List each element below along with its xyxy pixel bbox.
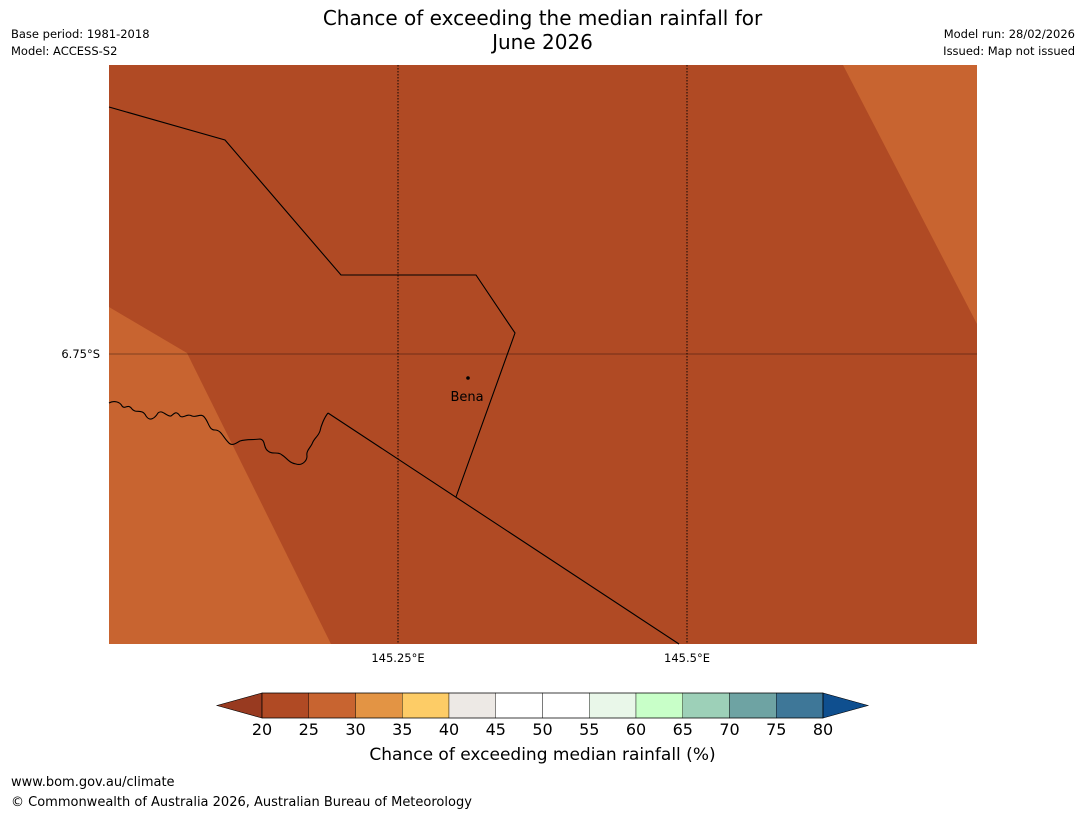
lat-tick-label: 6.75°S xyxy=(61,347,100,361)
place-marker-bena xyxy=(466,376,470,380)
map-panel: Bena 6.75°S 145.25°E 145.5°E xyxy=(61,65,977,665)
colorbar-segment xyxy=(308,692,356,719)
map-title: Chance of exceeding the median rainfall … xyxy=(0,6,1085,54)
colorbar-tick-label: 75 xyxy=(766,720,786,739)
colorbar-outline xyxy=(261,692,824,719)
colorbar-segment xyxy=(261,692,309,719)
colorbar-tick-label: 45 xyxy=(486,720,506,739)
colorbar-segment xyxy=(635,692,683,719)
colorbar-tick-label: 55 xyxy=(579,720,599,739)
colorbar-tick-label: 40 xyxy=(439,720,459,739)
colorbar-tick-labels: 20 25 30 35 40 45 50 55 60 65 70 75 80 xyxy=(252,720,833,739)
colorbar-segment xyxy=(402,692,450,719)
colorbar-segment xyxy=(729,692,777,719)
footer-url: www.bom.gov.au/climate xyxy=(11,775,175,790)
lon-tick-label-145-25: 145.25°E xyxy=(371,651,424,665)
meta-right: Model run: 28/02/2026 Issued: Map not is… xyxy=(943,26,1075,60)
colorbar: 20 25 30 35 40 45 50 55 60 65 70 75 80 xyxy=(215,692,870,739)
colorbar-over-arrow xyxy=(822,692,870,719)
colorbar-tick-label: 50 xyxy=(532,720,552,739)
region-30-35-west xyxy=(109,307,331,644)
base-period: Base period: 1981-2018 xyxy=(11,27,150,41)
province-border-north xyxy=(108,106,516,498)
colorbar-tick-label: 25 xyxy=(299,720,319,739)
river-boundary xyxy=(108,401,329,465)
region-30-35-east xyxy=(843,65,977,324)
colorbar-segments xyxy=(261,692,824,719)
colorbar-segment xyxy=(448,692,496,719)
title-line-2: June 2026 xyxy=(492,30,593,54)
model-run: Model run: 28/02/2026 xyxy=(943,27,1075,41)
colorbar-tick-label: 20 xyxy=(252,720,272,739)
colorbar-segment xyxy=(495,692,543,719)
meta-left: Base period: 1981-2018 Model: ACCESS-S2 xyxy=(11,26,150,60)
issued-status: Issued: Map not issued xyxy=(943,44,1075,58)
colorbar-tick-label: 60 xyxy=(626,720,646,739)
colorbar-tick-label: 35 xyxy=(392,720,412,739)
place-label-bena: Bena xyxy=(450,390,483,405)
footer-copyright: © Commonwealth of Australia 2026, Austra… xyxy=(11,795,472,810)
colorbar-segment xyxy=(776,692,824,719)
colorbar-tick-label: 30 xyxy=(345,720,365,739)
colorbar-segment xyxy=(542,692,590,719)
colorbar-tick-label: 70 xyxy=(719,720,739,739)
colorbar-tick-label: 80 xyxy=(813,720,833,739)
title-line-1: Chance of exceeding the median rainfall … xyxy=(322,6,763,30)
colorbar-segment xyxy=(355,692,403,719)
lon-tick-label-145-5: 145.5°E xyxy=(664,651,710,665)
province-border-south xyxy=(327,412,680,645)
model-name: Model: ACCESS-S2 xyxy=(11,44,118,58)
colorbar-segment xyxy=(589,692,637,719)
colorbar-segment xyxy=(682,692,730,719)
colorbar-tick-label: 65 xyxy=(673,720,693,739)
colorbar-title: Chance of exceeding median rainfall (%) xyxy=(369,745,716,765)
colorbar-under-arrow xyxy=(215,692,263,719)
